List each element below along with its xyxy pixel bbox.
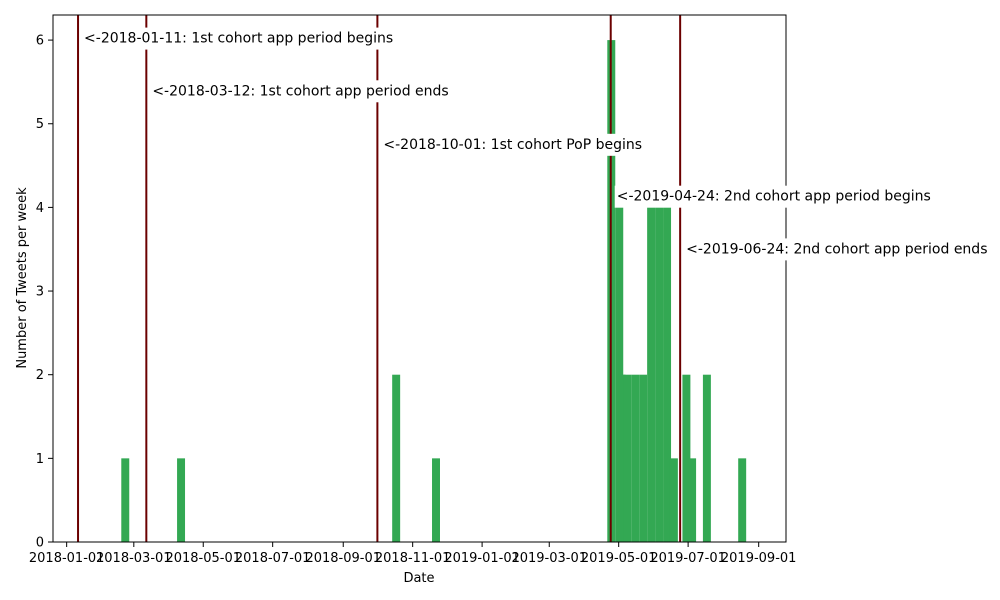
bar-7 xyxy=(623,374,632,542)
y-tick-label-4: 4 xyxy=(36,201,44,216)
bar-2 xyxy=(392,374,401,542)
event-lines-layer xyxy=(77,15,682,542)
annotation-label-0: <-2018-01-11: 1st cohort app period begi… xyxy=(84,31,393,47)
x-tick-label-0: 2018-01-01 xyxy=(29,551,105,566)
annotation-box-1 xyxy=(150,80,451,103)
y-tick-label-5: 5 xyxy=(36,117,44,132)
bar-12 xyxy=(663,207,672,542)
bar-16 xyxy=(702,374,711,542)
bar-0 xyxy=(121,458,130,542)
x-tick-label-3: 2018-07-01 xyxy=(235,551,311,566)
bar-13 xyxy=(669,458,678,542)
x-tick-label-9: 2019-07-01 xyxy=(650,551,726,566)
y-axis: 0 1 2 3 4 5 6 xyxy=(36,34,53,551)
y-tick-label-0: 0 xyxy=(36,536,44,551)
plot-frame xyxy=(52,14,787,543)
annotation-box-4 xyxy=(684,238,990,261)
bars-layer xyxy=(121,40,747,542)
x-axis-label: Date xyxy=(403,571,434,586)
bar-14 xyxy=(682,374,691,542)
annotation-0: <-2018-01-11: 1st cohort app period begi… xyxy=(82,27,396,50)
annotation-label-3: <-2019-04-24: 2nd cohort app period begi… xyxy=(617,189,931,205)
bar-17 xyxy=(738,458,747,542)
bar-6 xyxy=(617,374,626,542)
bar-10 xyxy=(647,207,656,542)
x-tick-label-10: 2019-09-01 xyxy=(721,551,797,566)
bar-15 xyxy=(688,458,697,542)
annotation-box-2 xyxy=(381,133,645,156)
bar-9 xyxy=(639,374,648,542)
x-tick-label-5: 2018-11-01 xyxy=(375,551,451,566)
bar-3 xyxy=(432,458,440,542)
x-tick-label-6: 2019-01-01 xyxy=(444,551,520,566)
y-tick-label-3: 3 xyxy=(36,285,44,300)
x-tick-label-7: 2019-03-01 xyxy=(511,551,587,566)
bar-1 xyxy=(177,458,186,542)
x-tick-label-4: 2018-09-01 xyxy=(305,551,381,566)
annotation-2: <-2018-10-01: 1st cohort PoP begins xyxy=(381,133,645,156)
x-axis: 2018-01-012018-03-012018-05-012018-07-01… xyxy=(29,542,797,566)
x-tick-label-1: 2018-03-01 xyxy=(96,551,172,566)
bar-11 xyxy=(655,207,664,542)
annotation-4: <-2019-06-24: 2nd cohort app period ends xyxy=(684,238,990,261)
annotations-layer: <-2018-01-11: 1st cohort app period begi… xyxy=(82,27,990,261)
annotation-3: <-2019-04-24: 2nd cohort app period begi… xyxy=(614,185,933,208)
annotation-1: <-2018-03-12: 1st cohort app period ends xyxy=(150,80,451,103)
annotation-box-3 xyxy=(614,185,933,208)
x-tick-label-2: 2018-05-01 xyxy=(165,551,241,566)
annotation-box-0 xyxy=(82,27,396,50)
y-axis-label: Number of Tweets per week xyxy=(15,187,30,369)
annotation-label-1: <-2018-03-12: 1st cohort app period ends xyxy=(152,83,448,99)
y-tick-label-1: 1 xyxy=(36,452,44,467)
annotation-label-4: <-2019-06-24: 2nd cohort app period ends xyxy=(686,241,987,257)
y-tick-label-2: 2 xyxy=(36,368,44,383)
annotation-label-2: <-2018-10-01: 1st cohort PoP begins xyxy=(383,137,642,153)
x-tick-label-8: 2019-05-01 xyxy=(581,551,657,566)
y-tick-label-6: 6 xyxy=(36,34,44,49)
bar-8 xyxy=(631,374,640,542)
